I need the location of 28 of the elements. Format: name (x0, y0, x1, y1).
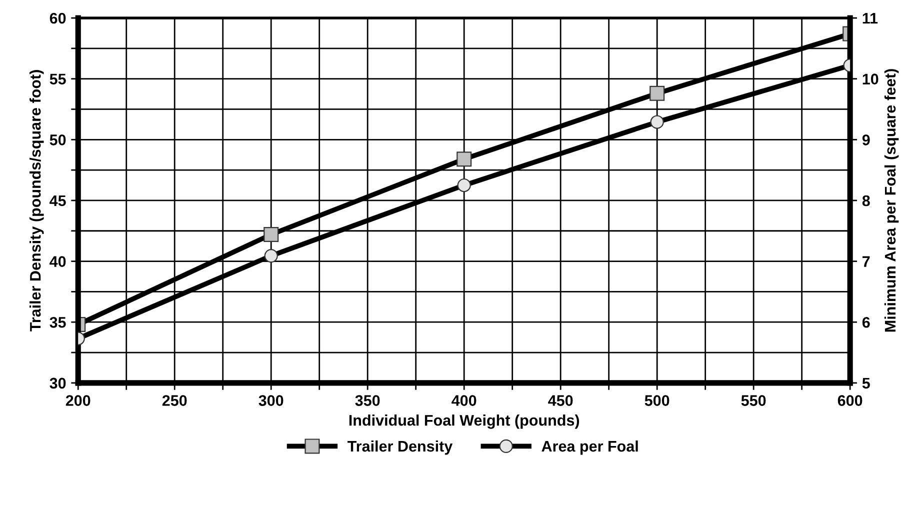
y-axis-title: Trailer Density (pounds/square foot) (30, 70, 44, 332)
x-axis-title: Individual Foal Weight (pounds) (349, 414, 580, 429)
y2-tick-label: 8 (862, 195, 870, 206)
x-tick-label: 450 (548, 395, 573, 406)
y-tick-label: 45 (50, 195, 66, 206)
y-tick-label: 35 (50, 316, 66, 328)
y-tick-label: 40 (50, 256, 66, 267)
x-tick-label: 500 (644, 395, 670, 406)
y2-tick-label: 6 (862, 316, 870, 328)
y-tick-label: 60 (50, 12, 66, 24)
x-tick-label: 250 (162, 395, 187, 406)
y-tick-label: 50 (50, 134, 66, 146)
y2-tick-label: 7 (862, 256, 870, 267)
x-tick-label: 550 (741, 395, 766, 406)
x-tick-label: 600 (838, 395, 862, 406)
y2-axis-title: Minimum Area per Foal (square feet) (884, 69, 899, 332)
y2-tick-label: 5 (862, 378, 870, 389)
x-tick-label: 350 (355, 395, 380, 406)
x-tick-label: 300 (258, 395, 284, 406)
y2-tick-label: 10 (862, 74, 878, 84)
y-tick-label: 55 (50, 74, 66, 84)
y2-tick-label: 9 (862, 134, 870, 146)
y2-tick-label: 11 (862, 13, 878, 24)
x-tick-label: 400 (452, 395, 476, 406)
y-tick-label: 30 (50, 378, 66, 389)
legend-label: Area per Foal (542, 440, 638, 455)
legend-label: Trailer Density (348, 440, 453, 455)
x-tick-label: 200 (66, 395, 90, 406)
